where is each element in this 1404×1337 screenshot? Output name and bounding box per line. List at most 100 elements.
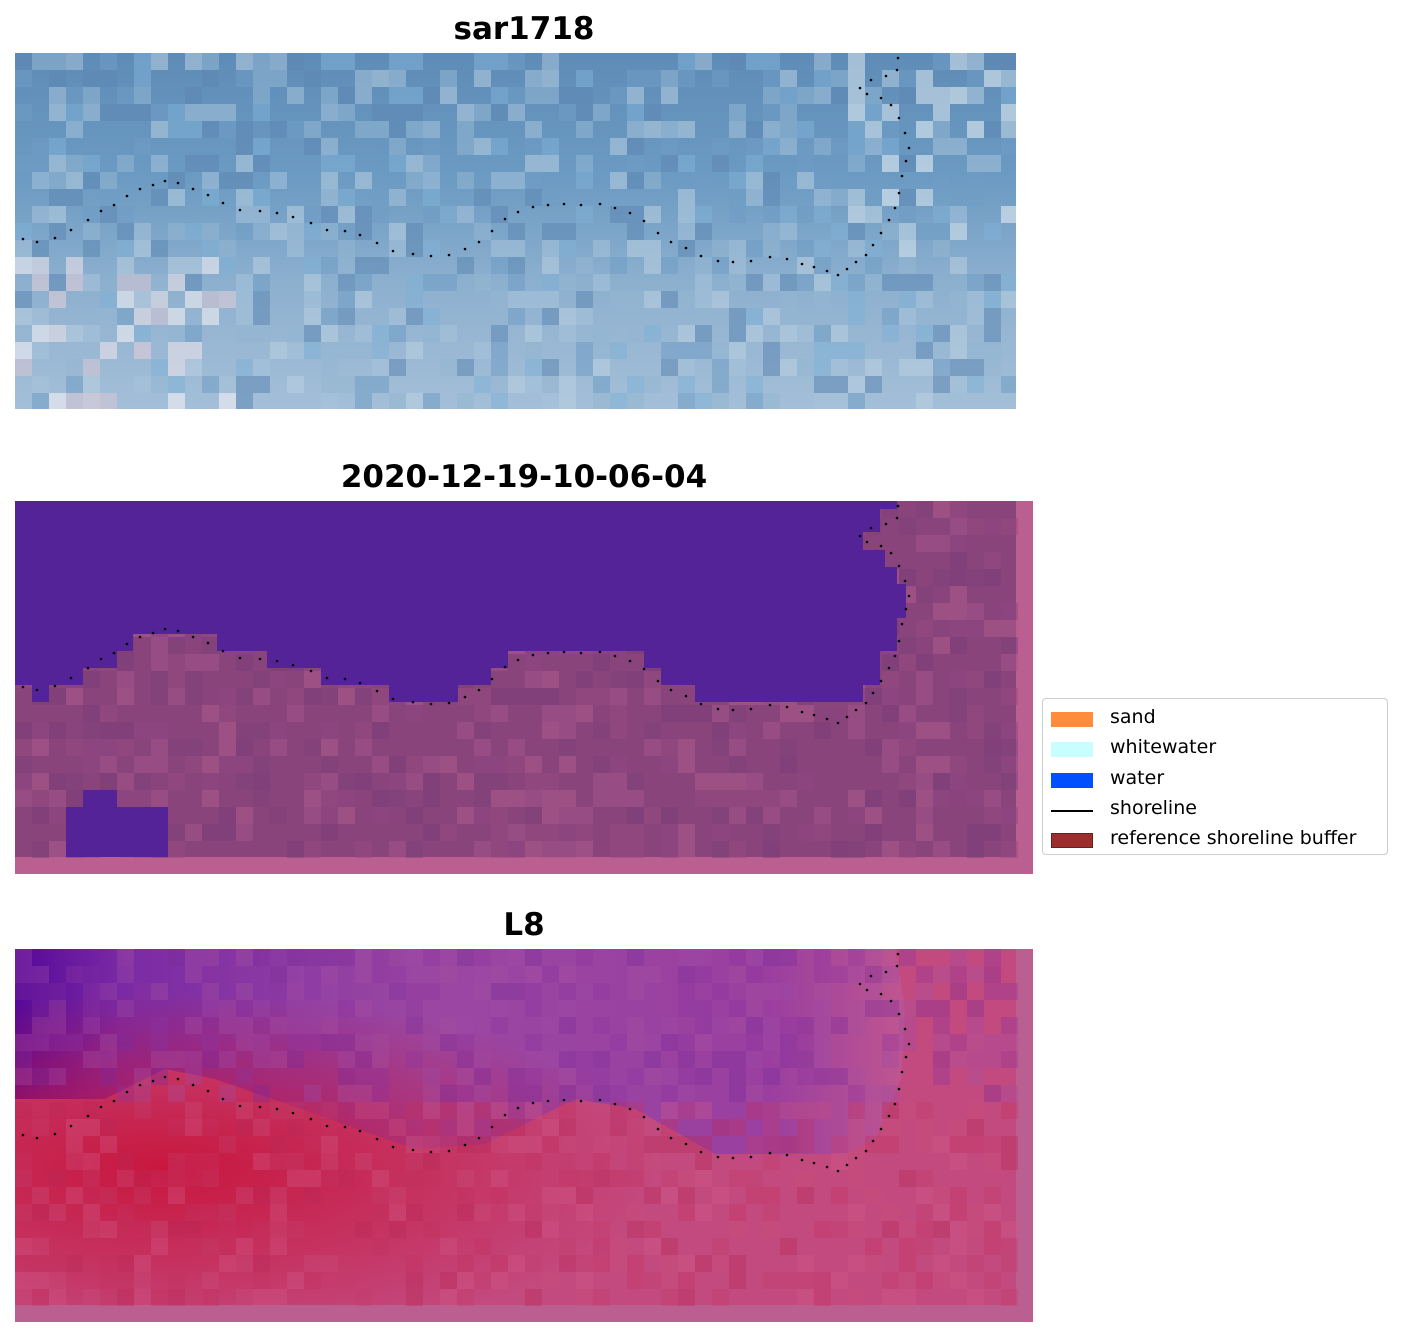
pixel-cell — [899, 654, 916, 671]
pixel-cell — [49, 223, 66, 240]
pixel-cell — [746, 1017, 763, 1034]
shoreline-dot — [854, 1156, 858, 1160]
pixel-cell — [542, 274, 559, 291]
pixel-cell — [372, 705, 389, 722]
pixel-cell — [695, 1136, 712, 1153]
pixel-cell — [83, 172, 100, 189]
pixel-cell — [168, 688, 185, 705]
pixel-cell — [457, 1017, 474, 1034]
pixel-cell — [389, 87, 406, 104]
pixel-cell — [508, 1204, 525, 1221]
pixel-cell — [729, 1000, 746, 1017]
pixel-cell — [508, 87, 525, 104]
pixel-cell — [780, 70, 797, 87]
pixel-cell — [695, 223, 712, 240]
pixel-cell — [457, 257, 474, 274]
pixel-cell — [797, 138, 814, 155]
pixel-cell — [151, 637, 168, 654]
pixel-cell — [287, 121, 304, 138]
pixel-cell — [797, 325, 814, 342]
shoreline-dot — [895, 68, 899, 72]
shoreline-dot — [903, 579, 907, 583]
pixel-cell — [933, 223, 950, 240]
pixel-cell — [576, 206, 593, 223]
pixel-cell — [712, 1119, 729, 1136]
pixel-cell — [950, 87, 967, 104]
pixel-cell — [168, 1119, 185, 1136]
shoreline-dot — [309, 1117, 313, 1121]
pixel-cell — [916, 155, 933, 172]
pixel-cell — [287, 206, 304, 223]
pixel-cell — [610, 138, 627, 155]
pixel-cell — [440, 1034, 457, 1051]
pixel-cell — [763, 1153, 780, 1170]
pixel-cell — [338, 206, 355, 223]
pixel-cell — [559, 1136, 576, 1153]
sar-image-panel — [15, 53, 1016, 409]
shoreline-dot — [884, 970, 888, 974]
pixel-cell — [202, 966, 219, 983]
shoreline-dot — [879, 1127, 883, 1131]
pixel-cell — [270, 966, 287, 983]
pixel-cell — [406, 1272, 423, 1289]
pixel-cell — [49, 155, 66, 172]
pixel-cell — [49, 1034, 66, 1051]
pixel-cell — [542, 291, 559, 308]
pixel-cell — [372, 104, 389, 121]
pixel-cell — [950, 1153, 967, 1170]
pixel-cell — [253, 949, 270, 966]
pixel-cell — [83, 325, 100, 342]
shoreline-dot — [836, 1169, 840, 1173]
pixel-cell — [508, 291, 525, 308]
pixel-cell — [304, 739, 321, 756]
pixel-cell — [627, 291, 644, 308]
pixel-cell — [882, 688, 899, 705]
shoreline-dot — [516, 658, 520, 662]
pixel-cell — [814, 949, 831, 966]
pixel-cell — [797, 206, 814, 223]
pixel-cell — [389, 841, 406, 858]
pixel-cell — [746, 1170, 763, 1187]
pixel-cell — [202, 291, 219, 308]
pixel-cell — [542, 1017, 559, 1034]
pixel-cell — [712, 790, 729, 807]
pixel-cell — [287, 325, 304, 342]
pixel-cell — [542, 240, 559, 257]
pixel-cell — [440, 70, 457, 87]
shoreline-dot — [699, 702, 703, 706]
pixel-cell — [355, 1034, 372, 1051]
pixel-cell — [967, 1136, 984, 1153]
pixel-cell — [389, 138, 406, 155]
pixel-cell — [32, 172, 49, 189]
pixel-cell — [168, 1051, 185, 1068]
pixel-cell — [134, 291, 151, 308]
pixel-cell — [83, 223, 100, 240]
pixel-cell — [457, 1034, 474, 1051]
pixel-cell — [372, 376, 389, 393]
shoreline-dot — [669, 688, 673, 692]
pixel-cell — [933, 790, 950, 807]
pixel-cell — [287, 1051, 304, 1068]
pixel-cell — [151, 688, 168, 705]
pixel-cell — [457, 104, 474, 121]
pixel-cell — [83, 983, 100, 1000]
pixel-cell — [287, 688, 304, 705]
pixel-cell — [763, 1204, 780, 1221]
pixel-cell — [916, 1272, 933, 1289]
pixel-cell — [508, 223, 525, 240]
pixel-cell — [457, 1068, 474, 1085]
pixel-cell — [848, 1204, 865, 1221]
pixel-cell — [66, 1187, 83, 1204]
pixel-cell — [491, 1136, 508, 1153]
pixel-cell — [882, 841, 899, 858]
pixel-cell — [32, 983, 49, 1000]
pixel-cell — [83, 1204, 100, 1221]
pixel-cell — [32, 308, 49, 325]
pixel-cell — [644, 291, 661, 308]
pixel-cell — [865, 87, 882, 104]
pixel-cell — [134, 756, 151, 773]
pixel-cell — [916, 756, 933, 773]
pixel-cell — [117, 1272, 134, 1289]
pixel-cell — [797, 257, 814, 274]
pixel-cell — [593, 1136, 610, 1153]
